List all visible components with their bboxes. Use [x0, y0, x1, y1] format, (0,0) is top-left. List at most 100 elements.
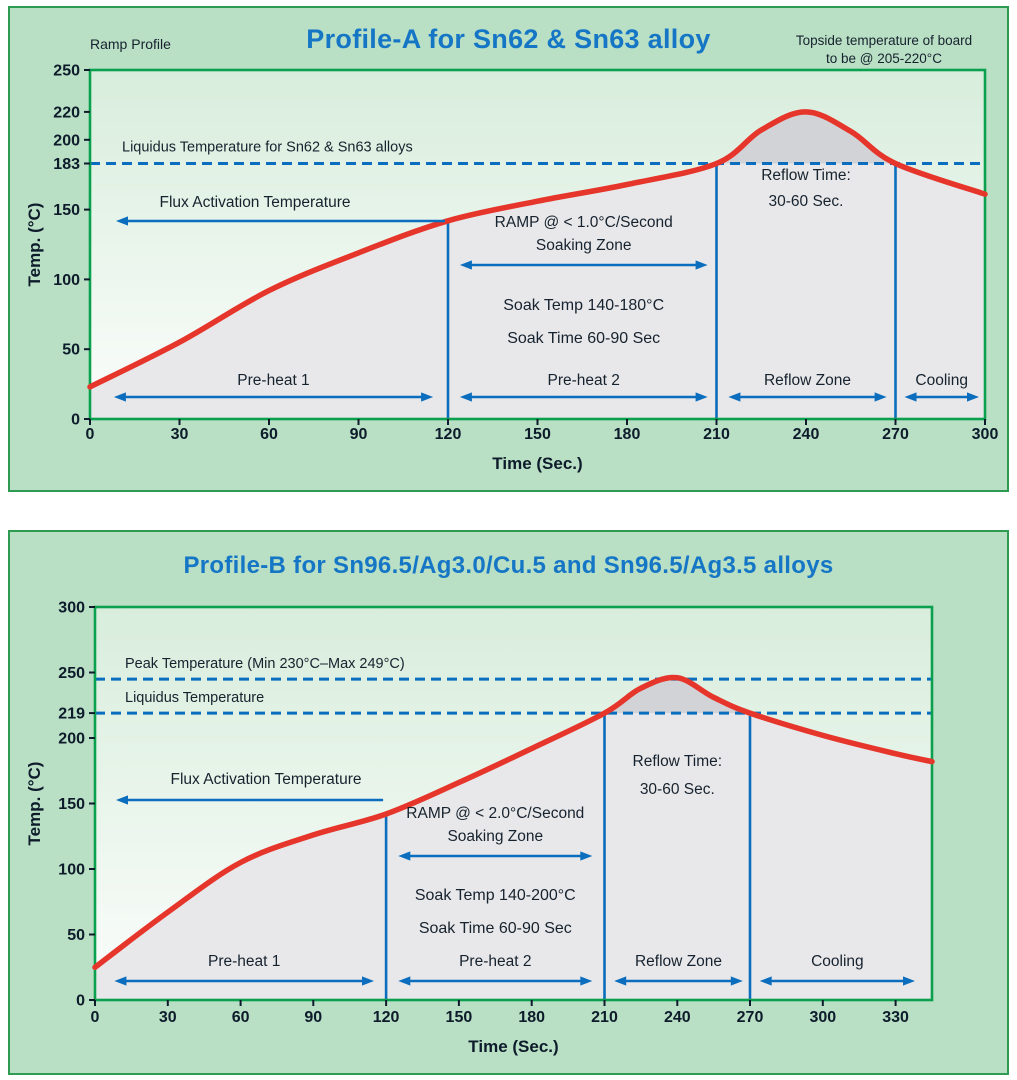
- zone-arrow-head: [759, 976, 772, 986]
- x-tick-label: 240: [664, 1009, 691, 1026]
- reflow-time-label: Reflow Time:: [761, 167, 851, 184]
- y-tick-label: 50: [62, 342, 80, 359]
- x-axis-title: Time (Sec.): [492, 454, 582, 473]
- zone-label: Reflow Zone: [764, 372, 851, 389]
- x-tick-label: 300: [972, 426, 999, 443]
- soaking-zone-arrow-head: [580, 851, 593, 861]
- zone-label: Cooling: [915, 372, 968, 389]
- ramp-rate-label: RAMP @ < 2.0°C/Second: [406, 805, 584, 822]
- chart-profile-a: Liquidus Temperature for Sn62 & Sn63 all…: [25, 63, 999, 474]
- y-tick-label: 200: [58, 731, 85, 748]
- y-axis-title: Temp. (°C): [25, 203, 44, 287]
- zone-arrow-head: [904, 392, 917, 402]
- temperature-curve: [87, 109, 988, 390]
- panel-profile-b: Peak Temperature (Min 230°C–Max 249°C) Li…: [8, 530, 1009, 1075]
- x-tick-label: 60: [232, 1009, 250, 1026]
- reference-line-label: Peak Temperature (Min 230°C–Max 249°C): [125, 656, 405, 672]
- zone-label: Reflow Zone: [635, 953, 722, 970]
- subtitle-line-1: Topside temperature of board: [795, 33, 973, 48]
- temperature-curve: [92, 674, 935, 971]
- zone-arrow-head: [903, 976, 915, 986]
- under-curve-fill: [95, 677, 932, 1000]
- flux-activation-arrow-head: [116, 216, 128, 226]
- y-tick-label: 50: [67, 927, 85, 944]
- panel-profile-a: Liquidus Temperature for Sn62 & Sn63 all…: [8, 6, 1009, 492]
- soak-temp-label: Soak Temp 140-180°C: [503, 297, 664, 314]
- zone-label: Pre-heat 1: [208, 953, 280, 970]
- reference-line-label: Liquidus Temperature for Sn62 & Sn63 all…: [122, 140, 413, 156]
- y-tick-label: 150: [53, 202, 80, 219]
- x-tick-label: 330: [882, 1009, 909, 1026]
- flux-activation-arrow-head: [116, 795, 128, 805]
- y-tick-label: 250: [53, 63, 80, 80]
- reference-line-label: Liquidus Temperature: [125, 690, 264, 706]
- soaking-zone-arrow-head: [459, 260, 472, 270]
- zone-arrow-head: [580, 976, 593, 986]
- x-axis-title: Time (Sec.): [468, 1037, 558, 1056]
- soaking-zone-label: Soaking Zone: [536, 237, 632, 254]
- y-tick-label: 200: [53, 132, 80, 149]
- y-tick-label: 219: [58, 706, 85, 723]
- soaking-zone-arrow-head: [398, 851, 411, 861]
- reflow-hump-fill: [716, 111, 896, 164]
- x-tick-label: 90: [304, 1009, 322, 1026]
- soak-time-label: Soak Time 60-90 Sec: [419, 920, 572, 937]
- soaking-zone-label: Soaking Zone: [447, 828, 543, 845]
- zone-arrow-head: [398, 976, 411, 986]
- x-tick-label: 120: [435, 426, 462, 443]
- profile-b-title: Profile-B for Sn96.5/Ag3.0/Cu.5 and Sn96…: [183, 552, 834, 579]
- zone-arrow-head: [421, 392, 434, 402]
- x-tick-label: 210: [591, 1009, 618, 1026]
- profile-a-subtitle: Topside temperature of board to be @ 205…: [769, 32, 999, 68]
- x-tick-label: 90: [350, 426, 368, 443]
- zone-label: Pre-heat 2: [459, 953, 531, 970]
- y-axis-title: Temp. (°C): [25, 762, 44, 846]
- x-tick-label: 0: [86, 426, 95, 443]
- subtitle-line-2: to be @ 205-220°C: [826, 51, 942, 67]
- profile-a-title: Profile-A for Sn62 & Sn63 alloy: [306, 24, 711, 54]
- zone-arrow-head: [459, 392, 472, 402]
- reflow-duration-label: 30-60 Sec.: [640, 781, 715, 798]
- x-tick-label: 270: [882, 426, 909, 443]
- y-tick-label: 0: [71, 412, 80, 429]
- zone-label: Pre-heat 2: [548, 372, 620, 389]
- zone-label: Cooling: [811, 953, 864, 970]
- x-tick-label: 30: [159, 1009, 177, 1026]
- reflow-time-label: Reflow Time:: [633, 753, 723, 770]
- soak-time-label: Soak Time 60-90 Sec: [507, 330, 660, 347]
- x-tick-label: 240: [793, 426, 820, 443]
- zone-arrow-head: [614, 976, 627, 986]
- y-tick-label: 220: [53, 104, 80, 121]
- zone-arrow-head: [730, 976, 743, 986]
- x-tick-label: 180: [614, 426, 641, 443]
- x-tick-label: 210: [703, 426, 730, 443]
- y-tick-label: 0: [76, 993, 85, 1010]
- reflow-duration-label: 30-60 Sec.: [769, 193, 844, 210]
- zone-arrow-head: [728, 392, 741, 402]
- y-tick-label: 250: [58, 665, 85, 682]
- y-tick-label: 100: [53, 272, 80, 289]
- reflow-hump-fill: [604, 677, 750, 714]
- soak-temp-label: Soak Temp 140-200°C: [415, 887, 576, 904]
- zone-arrow-head: [695, 392, 708, 402]
- x-tick-label: 120: [373, 1009, 400, 1026]
- zone-arrow-head: [114, 976, 127, 986]
- zone-arrow-head: [874, 392, 887, 402]
- zone-arrow-head: [362, 976, 374, 986]
- chart-profile-b: Peak Temperature (Min 230°C–Max 249°C) Li…: [25, 600, 935, 1056]
- flux-activation-label: Flux Activation Temperature: [160, 194, 351, 211]
- zone-arrow-head: [967, 392, 979, 402]
- x-tick-label: 150: [524, 426, 551, 443]
- zone-label: Pre-heat 1: [237, 372, 309, 389]
- y-tick-label: 300: [58, 600, 85, 617]
- x-tick-label: 0: [91, 1009, 100, 1026]
- ramp-rate-label: RAMP @ < 1.0°C/Second: [495, 214, 673, 231]
- x-tick-label: 270: [737, 1009, 764, 1026]
- flux-activation-label: Flux Activation Temperature: [171, 771, 362, 788]
- x-tick-label: 150: [446, 1009, 473, 1026]
- x-tick-label: 180: [518, 1009, 545, 1026]
- x-tick-label: 60: [260, 426, 278, 443]
- soaking-zone-arrow-head: [695, 260, 708, 270]
- x-tick-label: 300: [809, 1009, 836, 1026]
- y-tick-label: 183: [53, 156, 80, 173]
